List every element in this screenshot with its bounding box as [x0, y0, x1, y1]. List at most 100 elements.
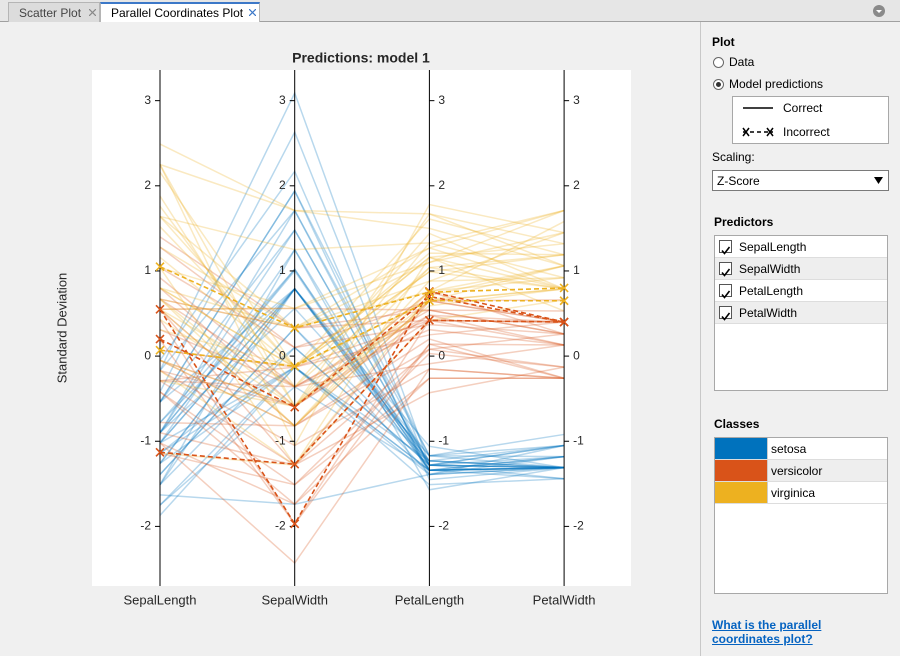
correct-line	[159, 377, 565, 486]
tab-label[interactable]: Parallel Coordinates Plot	[111, 6, 244, 20]
tab-label[interactable]: Scatter Plot	[19, 6, 82, 20]
radio-label[interactable]: Model predictions	[729, 77, 824, 91]
scaling-label: Scaling:	[712, 150, 755, 164]
help-link[interactable]: What is the parallel coordinates plot?	[712, 618, 822, 646]
correct-line	[159, 266, 565, 349]
y-tick-label: -1	[275, 433, 286, 447]
incorrect-marker	[155, 345, 165, 355]
incorrect-line	[159, 319, 565, 466]
legend-label: Correct	[783, 101, 823, 115]
tab[interactable]: Parallel Coordinates Plot	[100, 2, 260, 22]
correct-line	[159, 385, 565, 506]
correct-line	[159, 208, 565, 466]
class-label: setosa	[771, 442, 807, 456]
correct-line	[159, 298, 565, 388]
y-tick-label: 2	[279, 178, 286, 192]
radio-button[interactable]	[713, 57, 724, 68]
correct-line	[159, 215, 565, 369]
correct-line	[159, 366, 565, 469]
correct-line	[159, 339, 565, 526]
tab[interactable]: Scatter Plot	[8, 2, 100, 22]
correct-line	[159, 195, 565, 408]
class-label: versicolor	[771, 464, 823, 478]
y-tick-label: 0	[279, 348, 286, 362]
dropdown-arrow[interactable]	[874, 177, 883, 185]
predictor-label[interactable]: PetalLength	[739, 284, 804, 298]
y-tick-label: -2	[438, 519, 449, 533]
check-icon[interactable]	[720, 267, 731, 278]
predictor-row[interactable]: PetalWidth	[715, 302, 887, 324]
correct-line	[159, 319, 565, 526]
y-axis-label: Standard Deviation	[54, 273, 69, 384]
radio-label[interactable]: Data	[729, 55, 755, 69]
predictor-row[interactable]: SepalWidth	[715, 258, 887, 280]
correct-line	[159, 326, 565, 476]
correct-line	[159, 307, 565, 312]
y-tick-label: 0	[144, 348, 151, 362]
correct-line	[159, 248, 565, 491]
y-tick-label: -1	[438, 433, 449, 447]
incorrect-marker	[155, 447, 165, 457]
incorrect-marker	[559, 296, 569, 306]
correct-line	[159, 171, 565, 369]
predictor-label[interactable]: SepalWidth	[739, 262, 801, 276]
correct-line	[159, 268, 565, 469]
y-tick-label: -2	[573, 519, 584, 533]
correct-line	[159, 287, 565, 471]
correct-line	[159, 164, 565, 448]
correct-line	[159, 266, 565, 388]
chart-title: Predictions: model 1	[292, 50, 430, 66]
correct-line	[159, 169, 565, 481]
radio-button[interactable]	[713, 79, 724, 90]
checkbox[interactable]	[719, 306, 732, 322]
predictor-label[interactable]: SepalLength	[739, 240, 807, 254]
y-tick-label: -2	[140, 519, 151, 533]
checkbox[interactable]	[719, 262, 732, 278]
correct-line	[159, 290, 565, 408]
correct-line	[159, 287, 565, 469]
correct-line	[159, 287, 565, 469]
y-tick-label: 3	[438, 93, 445, 107]
tab-menu[interactable]	[873, 5, 885, 17]
incorrect-marker	[290, 361, 300, 371]
correct-line	[159, 326, 565, 475]
checkbox[interactable]	[719, 284, 732, 300]
check-icon[interactable]	[720, 245, 731, 256]
predictor-row[interactable]: SepalLength	[715, 236, 887, 258]
correct-line	[159, 254, 565, 369]
predictor-label[interactable]: PetalWidth	[739, 306, 798, 320]
check-icon[interactable]	[720, 311, 731, 322]
checkbox[interactable]	[719, 240, 732, 256]
class-swatch	[715, 482, 768, 503]
chart: Predictions: model 1 Standard Deviation …	[54, 50, 631, 607]
predictors-heading: Predictors	[714, 215, 774, 229]
incorrect-marker	[290, 402, 300, 412]
class-swatch	[715, 460, 768, 481]
close-icon[interactable]	[89, 9, 96, 16]
class-row: versicolor	[715, 460, 887, 482]
correct-line	[159, 288, 565, 427]
correct-line	[159, 287, 565, 469]
incorrect-line	[159, 299, 565, 368]
help: What is the parallel coordinates plot?	[712, 618, 840, 646]
y-tick-label: 0	[438, 348, 445, 362]
y-tick-label: 1	[573, 263, 580, 277]
y-tick-label: 3	[144, 93, 151, 107]
correct-line	[159, 338, 565, 427]
correct-line	[159, 277, 565, 427]
correct-line	[159, 455, 565, 506]
predictor-row[interactable]: PetalLength	[715, 280, 887, 302]
correct-line	[159, 248, 565, 471]
check-icon[interactable]	[720, 289, 731, 300]
correct-line	[159, 256, 565, 467]
correct-line	[159, 366, 565, 516]
y-tick-label: 1	[144, 263, 151, 277]
class-row: setosa	[715, 438, 887, 460]
close-icon[interactable]	[249, 9, 256, 16]
correct-line	[159, 377, 565, 506]
correct-line	[159, 130, 565, 471]
class-label: virginica	[771, 486, 816, 500]
scaling-dropdown[interactable]: Z-Score	[712, 170, 889, 191]
dropdown-value[interactable]: Z-Score	[717, 174, 760, 188]
correct-line	[159, 209, 565, 310]
